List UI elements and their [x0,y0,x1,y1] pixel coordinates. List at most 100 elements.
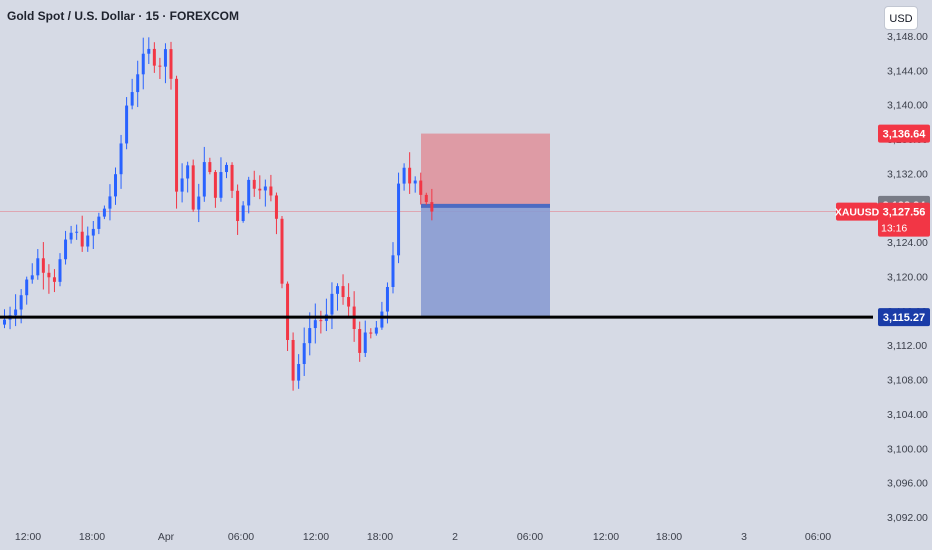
candle-body [369,332,373,334]
x-tick-label: 06:00 [517,531,543,543]
candle-body [391,255,395,287]
candle-body [130,92,134,106]
candle-body [80,231,84,247]
candle-body [263,186,267,191]
y-tick-label: 3,124.00 [887,237,928,249]
candle-body [241,205,245,222]
candle-body [247,179,251,206]
symbol-tag: XAUUSD [835,207,880,219]
x-tick-label: 12:00 [303,531,329,543]
candle-body [52,277,56,282]
candle-body [336,286,339,294]
candle-body [258,188,262,191]
candle-body [397,183,401,256]
current-price-tag-bg [878,202,930,237]
candle-body [191,165,195,210]
level-price-tag-bg [878,308,930,327]
y-tick-label: 3,092.00 [887,512,928,524]
x-tick-label: 18:00 [656,531,682,543]
candle-body [430,202,434,212]
candle-body [302,343,306,365]
y-tick-label: 3,108.00 [887,375,928,387]
candle-body [14,309,18,316]
x-tick-label: 2 [452,531,458,543]
y-tick-label: 3,148.00 [887,31,928,43]
price-axis-area [873,0,932,550]
candle-body [30,275,34,280]
candle-body [58,259,62,282]
y-tick-label: 3,132.00 [887,168,928,180]
candle-body [114,174,117,197]
candles [3,37,434,391]
candle-body [313,320,317,329]
x-tick-label: 3 [741,531,747,543]
candle-body [297,364,301,381]
candle-body [202,162,206,197]
candle-body [25,279,29,296]
candle-body [180,178,184,192]
candle-body [175,78,179,192]
candle-body [108,196,112,209]
candle-body [163,49,167,67]
candle-body [274,195,278,219]
candle-body [75,231,79,233]
candle-body [358,328,362,353]
currency-button[interactable]: USD [884,6,918,30]
candle-body [424,194,428,203]
x-tick-label: 12:00 [593,531,619,543]
candle-body [102,208,106,217]
candle-body [402,167,406,184]
candle-body [141,53,145,75]
candle-body [186,165,190,179]
candle-body [147,48,151,54]
candle-body [319,320,323,322]
candle-body [158,65,162,67]
candle-body [36,258,40,276]
candle-body [363,332,367,353]
candle-body [286,283,290,340]
candle-body [219,172,223,198]
y-tick-label: 3,120.00 [887,272,928,284]
x-tick-label: 18:00 [79,531,105,543]
candle-body [97,216,101,229]
stop-price-tag-bg [878,124,930,143]
entry-band [421,203,550,208]
symbol-tag-bg [836,202,878,221]
stop-price-tag: 3,136.64 [883,129,927,141]
candle-body [408,167,412,184]
stop-loss-zone [421,133,550,205]
y-tick-label: 3,112.00 [887,340,927,352]
candle-body [225,164,228,173]
x-tick-label: 18:00 [367,531,393,543]
candle-body [374,327,378,334]
candle-body [280,218,284,284]
candle-body [91,228,95,236]
take-profit-zone [421,204,550,318]
candle-body [252,179,256,189]
candle-body [47,272,51,278]
candle-body [69,232,73,240]
candle-body [86,235,90,247]
candle-body [269,186,273,196]
candle-body [341,286,345,298]
y-tick-label: 3,100.00 [887,443,928,455]
current-price-tag: 3,127.56 [883,207,926,219]
candle-body [136,74,140,93]
candle-body [213,172,217,198]
candle-body [419,180,423,195]
candle-body [308,328,312,344]
candle-body [19,295,23,310]
candle-body [169,49,173,79]
x-tick-label: 06:00 [805,531,831,543]
candle-body [385,286,389,312]
x-tick-label: 06:00 [228,531,254,543]
candle-body [347,297,351,307]
candle-body [380,311,384,328]
candle-body [125,105,129,144]
candle-body [230,164,234,191]
candle-body [152,48,156,66]
level-price-tag: 3,115.27 [883,312,925,324]
candle-body [197,196,201,210]
